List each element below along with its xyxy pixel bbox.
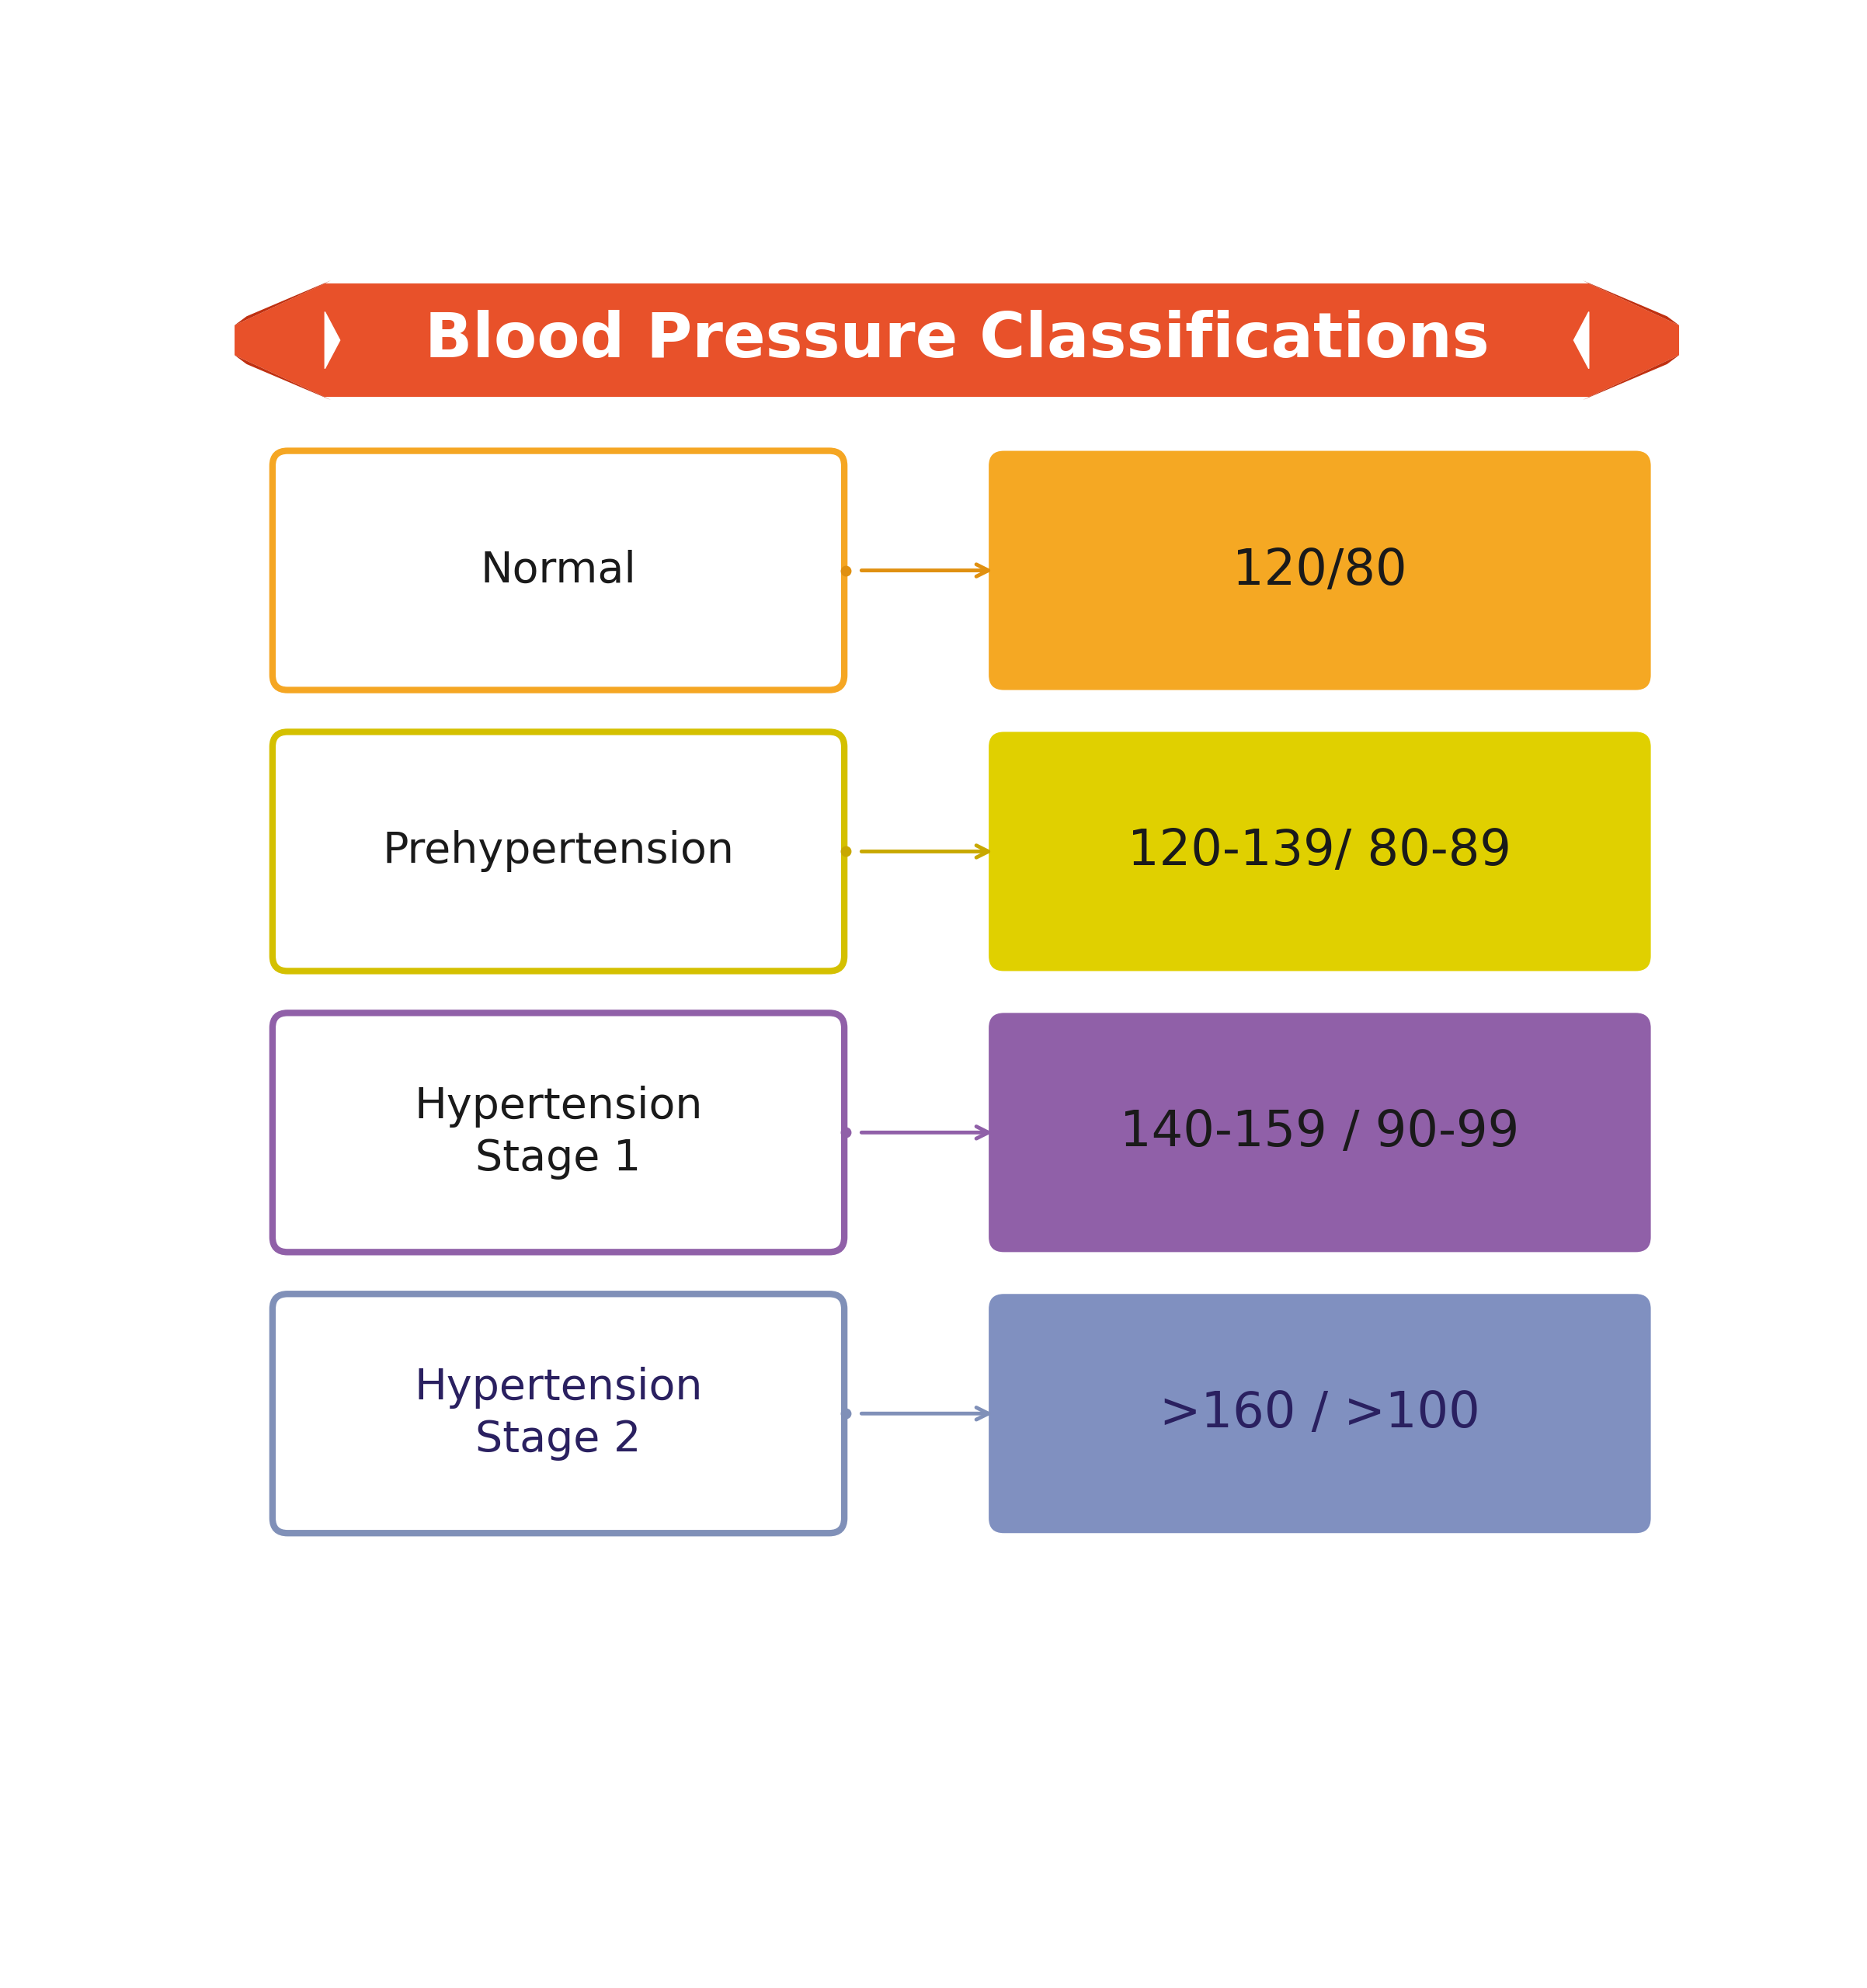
Text: Hypertension
Stage 1: Hypertension Stage 1 [414,1085,702,1179]
Polygon shape [1589,284,1678,398]
FancyBboxPatch shape [273,732,844,970]
Text: Prehypertension: Prehypertension [383,831,734,873]
FancyBboxPatch shape [990,1294,1650,1533]
Polygon shape [1574,312,1589,368]
FancyBboxPatch shape [273,1294,844,1533]
Text: Blood Pressure Classifications: Blood Pressure Classifications [424,310,1490,370]
FancyBboxPatch shape [990,451,1650,690]
Text: 120/80: 120/80 [1232,547,1408,594]
Text: Hypertension
Stage 2: Hypertension Stage 2 [414,1366,702,1461]
Polygon shape [1583,280,1678,326]
FancyBboxPatch shape [273,1014,844,1252]
Polygon shape [235,280,330,326]
Text: 140-159 / 90-99: 140-159 / 90-99 [1120,1109,1520,1157]
FancyBboxPatch shape [273,451,844,690]
Polygon shape [235,356,330,400]
Polygon shape [1583,356,1678,400]
FancyBboxPatch shape [990,732,1650,970]
Text: Normal: Normal [480,549,637,590]
FancyBboxPatch shape [325,284,1589,398]
Polygon shape [325,312,340,368]
Text: 120-139/ 80-89: 120-139/ 80-89 [1128,827,1512,875]
Text: >160 / >100: >160 / >100 [1159,1390,1481,1437]
Polygon shape [235,284,325,398]
FancyBboxPatch shape [990,1014,1650,1252]
